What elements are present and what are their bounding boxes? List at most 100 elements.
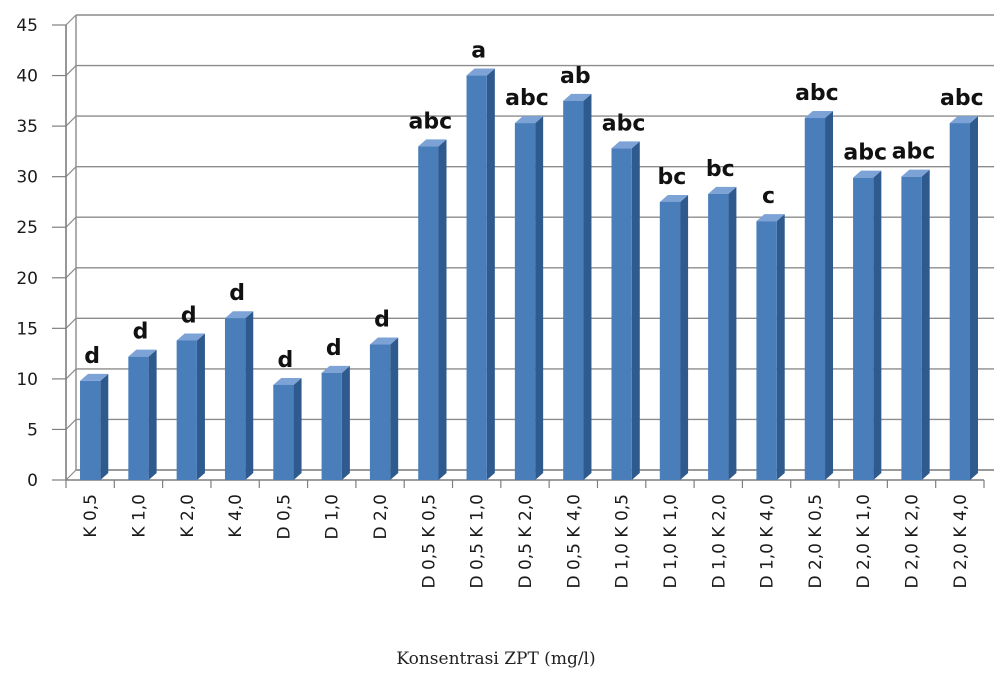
data-label: c	[762, 184, 775, 209]
x-tick-label: D 2,0 K 2,0	[903, 494, 923, 589]
y-tick-label: 0	[27, 471, 38, 491]
bar-side	[245, 311, 254, 480]
gridline-depth	[65, 166, 77, 178]
x-axis-label: Konsentrasi ZPT (mg/l)	[396, 649, 595, 669]
bar-front	[176, 340, 197, 480]
bar-side	[148, 349, 157, 480]
bar-front	[369, 344, 391, 480]
bar-top	[853, 170, 882, 178]
bar-top	[369, 337, 399, 345]
gridline-depth	[65, 317, 77, 329]
bar	[756, 214, 785, 480]
bar-top	[514, 116, 544, 124]
data-label: a	[471, 39, 486, 64]
bar-side	[341, 365, 350, 480]
x-tick-label: D 2,0 K 1,0	[854, 494, 874, 589]
x-tick-label: D 0,5 K 1,0	[468, 494, 488, 589]
bar-front	[804, 118, 826, 481]
bar	[659, 194, 689, 480]
bar-top	[466, 68, 495, 76]
bar-side	[631, 141, 640, 480]
data-label: bc	[706, 157, 735, 182]
x-tick-label: D 0,5 K 4,0	[564, 494, 584, 589]
data-label: abc	[505, 86, 549, 111]
y-tick-label: 15	[16, 319, 38, 339]
bar-top	[949, 116, 978, 124]
bar-side	[293, 377, 302, 480]
bar-top	[563, 93, 592, 101]
bar	[901, 169, 930, 480]
x-tick-label: D 2,0	[371, 494, 391, 540]
bar	[369, 337, 399, 480]
x-tick-label: D 1,0 K 0,5	[613, 494, 633, 589]
bar-top	[80, 373, 109, 381]
bar	[176, 333, 205, 480]
y-tick-label: 35	[16, 117, 38, 137]
data-label: d	[84, 344, 100, 369]
data-label: ab	[560, 64, 591, 89]
x-tick-label: D 0,5 K 2,0	[516, 494, 536, 589]
y-tick-label: 40	[16, 67, 38, 87]
bar-top	[708, 186, 737, 194]
x-tick-label: K 4,0	[226, 494, 246, 538]
bar	[949, 116, 978, 481]
data-label: abc	[602, 111, 646, 136]
y-tick-label: 30	[16, 168, 38, 188]
bar	[563, 93, 592, 480]
bar	[321, 365, 350, 480]
gridline-depth	[65, 65, 77, 76]
data-label: abc	[795, 81, 839, 106]
bars	[80, 68, 978, 481]
data-label: abc	[843, 141, 887, 166]
gridline-depth	[65, 267, 77, 279]
bar-top	[756, 214, 785, 222]
bar-front	[708, 193, 729, 480]
bar-front	[611, 148, 632, 480]
bar-front	[756, 221, 777, 480]
bar	[80, 373, 109, 480]
bar-side	[196, 333, 205, 480]
gridline-depth	[65, 14, 77, 26]
data-label: d	[181, 303, 197, 328]
data-label: d	[278, 348, 294, 373]
y-tick-label: 45	[16, 16, 38, 36]
bar-front	[901, 176, 922, 480]
bar-front	[563, 100, 584, 480]
x-tick-label: D 1,0 K 4,0	[758, 494, 778, 589]
y-tick-label: 20	[16, 269, 38, 289]
x-tick-label: D 0,5	[274, 494, 294, 540]
data-label: abc	[940, 86, 984, 111]
bar-side	[969, 116, 978, 481]
bar-front	[466, 75, 487, 481]
bar	[514, 116, 544, 481]
data-label: abc	[409, 109, 453, 134]
x-tick-label: D 0,5 K 0,5	[419, 494, 439, 589]
data-label: d	[326, 336, 342, 361]
bar-side	[100, 373, 109, 480]
bar-side	[825, 111, 834, 481]
y-tick-labels: 0 5 10 15 20 25 30 35 40 45	[16, 16, 38, 491]
bar-top	[321, 365, 350, 373]
bar-top	[128, 349, 157, 357]
bar-front	[949, 123, 970, 481]
y-tick-label: 25	[16, 218, 38, 238]
data-label: d	[133, 320, 149, 345]
data-label: d	[374, 308, 390, 333]
bar	[273, 377, 302, 480]
bar-side	[776, 214, 785, 480]
y-tick-label: 10	[16, 370, 38, 390]
bar-side	[583, 93, 592, 480]
bar	[853, 170, 882, 480]
bar	[418, 139, 447, 481]
bar-top	[224, 311, 254, 319]
gridline-depth	[65, 115, 77, 127]
bar-front	[321, 372, 342, 480]
bar-front	[224, 318, 246, 480]
bar	[611, 141, 640, 480]
x-tick-label: K 1,0	[129, 494, 149, 538]
x-tick-label: K 0,5	[81, 494, 101, 538]
gridline-depth	[65, 368, 77, 380]
data-label: abc	[892, 140, 936, 165]
